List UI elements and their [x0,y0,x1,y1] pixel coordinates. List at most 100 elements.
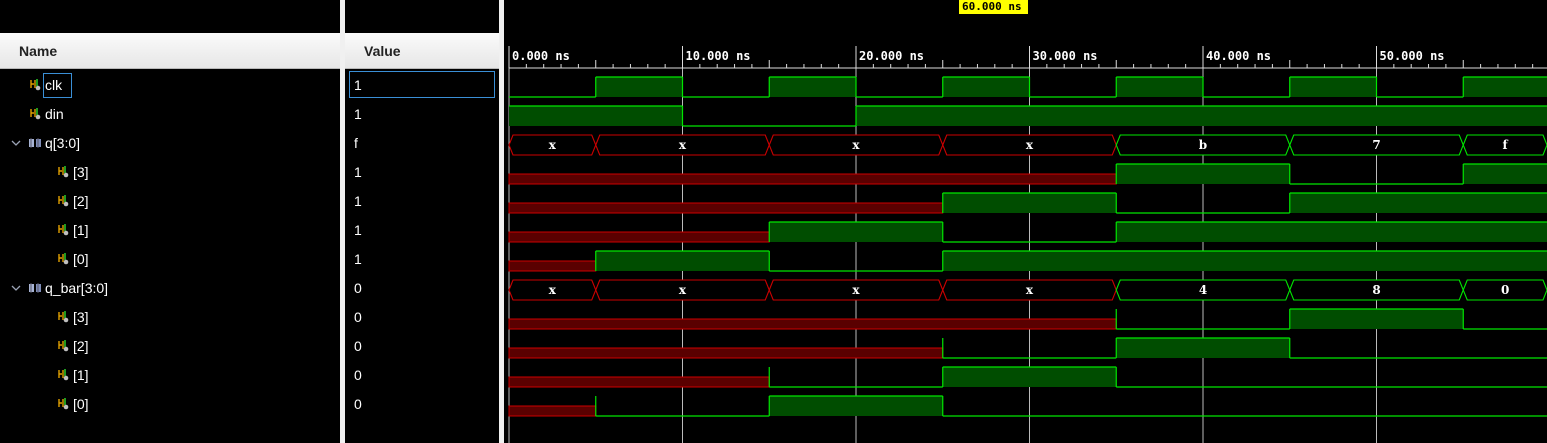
signal-row-2-9[interactable]: [2] [0,332,340,361]
signal-value[interactable]: 1 [354,251,362,267]
waveform-row [508,395,1547,417]
signal-value[interactable]: 0 [354,338,362,354]
value-column-header[interactable]: Value [345,33,499,69]
signal-row-0-6[interactable]: [0] [0,245,340,274]
waveform-row [508,366,1547,388]
signal-name-label: [0] [73,396,89,412]
signal-row-1-10[interactable]: [1] [0,361,340,390]
undefined-segment [508,318,1117,330]
time-axis-label: 50.000 ns [1380,49,1445,63]
signal-icon [58,369,69,381]
time-axis-label: 10.000 ns [686,49,751,63]
waveform-row [508,337,1547,359]
signal-value[interactable]: 0 [354,280,362,296]
high-segment [856,106,1547,126]
signal-name-label: [0] [73,251,89,267]
name-column-header-label: Name [19,43,58,59]
waveform-row [508,221,1547,243]
chevron-down-icon[interactable] [11,284,21,292]
high-segment [1289,193,1547,213]
signal-value[interactable]: 0 [354,367,362,383]
waveform-row [509,105,1547,127]
high-segment [942,193,1117,213]
signal-row-3-3[interactable]: [3] [0,158,340,187]
signal-row-3-8[interactable]: [3] [0,303,340,332]
signal-value[interactable]: 1 [354,106,362,122]
signal-row-q-bar30-7[interactable]: q_bar[3:0] [0,274,340,303]
signal-name-label: [2] [73,338,89,354]
signal-value[interactable]: 1 [354,77,362,93]
name-column-header[interactable]: Name [0,33,340,69]
signal-row-clk-0[interactable]: clk [0,71,340,100]
bus-segment-value: 4 [1199,283,1207,297]
signal-value[interactable]: 0 [354,309,362,325]
high-segment [1289,77,1377,97]
bus-segment-value: 0 [1501,283,1509,297]
signal-value[interactable]: 1 [354,193,362,209]
signal-icon [58,195,69,207]
high-segment [769,396,943,416]
signal-icon [58,224,69,236]
high-segment [942,77,1030,97]
selected-name-highlight [43,73,72,98]
signal-icon [58,311,69,323]
high-segment [1289,309,1464,329]
high-segment [942,367,1117,387]
bus-segment-value: x [679,283,687,297]
signal-name-label: q[3:0] [45,135,81,151]
bus-segment-value: 7 [1372,138,1380,152]
undefined-segment [508,376,770,388]
signal-row-1-5[interactable]: [1] [0,216,340,245]
signal-value[interactable]: 0 [354,396,362,412]
bus-segment [1462,279,1547,301]
signal-name-label: q_bar[3:0] [45,280,109,296]
time-axis-label: 30.000 ns [1033,49,1098,63]
undefined-segment [508,231,770,243]
signal-icon [58,253,69,265]
cursor-time-label[interactable]: 60.000 ns [959,0,1028,14]
high-segment [1116,164,1290,184]
signal-row-din-1[interactable]: din [0,100,340,129]
undefined-segment [508,173,1117,185]
bus-segment-value: 8 [1372,283,1380,297]
signal-row-0-11[interactable]: [0] [0,390,340,419]
signal-name-label: [3] [73,309,89,325]
signal-icon [58,166,69,178]
waveform-row [508,308,1547,330]
high-segment [1116,338,1290,358]
high-segment [509,106,683,126]
signal-icon [58,340,69,352]
high-segment [769,77,856,97]
undefined-segment [508,347,944,359]
time-axis-label: 0.000 ns [512,49,570,63]
high-segment [1463,77,1547,97]
bus-segment-value: x [549,138,557,152]
signal-value[interactable]: 1 [354,222,362,238]
chevron-down-icon[interactable] [11,139,21,147]
waveform-pane[interactable]: 0.000 ns 10.000 ns 20.000 ns 30.000 ns 40.00… [504,0,1547,443]
undefined-segment [508,405,597,417]
values-pane [345,0,499,443]
signal-row-2-4[interactable]: [2] [0,187,340,216]
undefined-segment [508,202,944,214]
signal-value[interactable]: f [354,135,358,151]
bus-segment-value: f [1503,138,1509,152]
high-segment [1116,222,1547,242]
signal-name-label: clk [45,77,63,93]
high-segment [1116,77,1203,97]
names-values-splitter[interactable] [340,0,345,443]
bus-icon [29,138,41,148]
signal-name-label: [1] [73,222,89,238]
signal-icon [30,108,41,120]
waveform-row [509,76,1547,98]
signal-value[interactable]: 1 [354,164,362,180]
time-axis-label: 40.000 ns [1206,49,1271,63]
waveform-canvas[interactable]: 0.000 ns 10.000 ns 20.000 ns 30.000 ns 40.00… [504,0,1547,443]
signal-icon [58,398,69,410]
values-wave-splitter[interactable] [499,0,504,443]
time-axis-label: 20.000 ns [859,49,924,63]
signal-name-label: [3] [73,164,89,180]
signal-row-q30-2[interactable]: q[3:0] [0,129,340,158]
waveform-row [508,163,1547,185]
signal-name-label: [2] [73,193,89,209]
